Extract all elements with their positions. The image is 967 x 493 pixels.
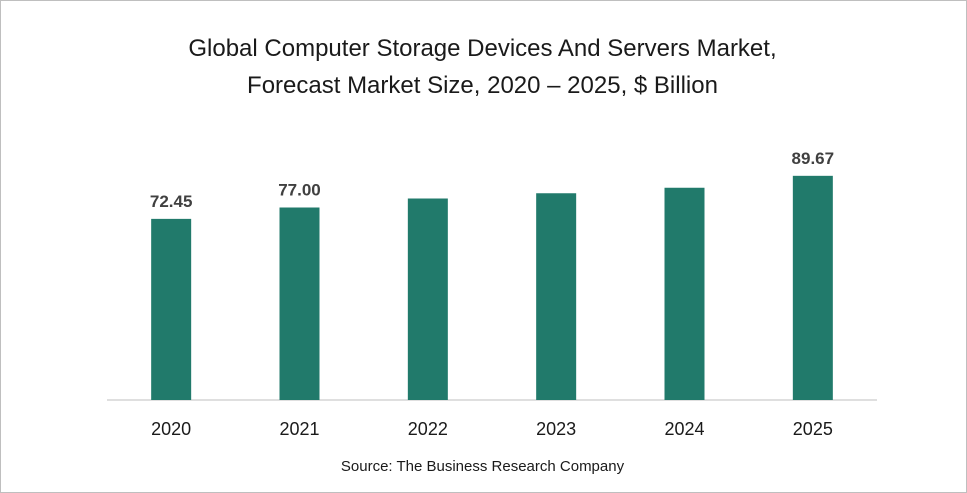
bar-2021	[279, 207, 320, 400]
bar-2025	[792, 175, 833, 400]
bar-2023	[536, 193, 577, 400]
chart-source: Source: The Business Research Company	[340, 458, 625, 475]
x-tick-label-2023: 2023	[536, 419, 576, 439]
bar-2020	[151, 218, 192, 400]
data-label-2020: 72.45	[150, 192, 193, 211]
x-tick-label-2020: 2020	[151, 419, 191, 439]
x-tick-label-2022: 2022	[408, 419, 448, 439]
chart-title: Global Computer Storage Devices And Serv…	[0, 30, 965, 104]
data-label-2021: 77.00	[278, 181, 321, 200]
data-label-2025: 89.67	[792, 149, 835, 168]
x-tick-label-2025: 2025	[793, 419, 833, 439]
x-tick-label-2024: 2024	[664, 419, 704, 439]
bar-2022	[407, 198, 448, 400]
chart-title-line1: Global Computer Storage Devices And Serv…	[188, 35, 777, 62]
x-tick-label-2021: 2021	[279, 419, 319, 439]
bar-2024	[664, 187, 705, 400]
chart-title-line2: Forecast Market Size, 2020 – 2025, $ Bil…	[247, 72, 718, 99]
